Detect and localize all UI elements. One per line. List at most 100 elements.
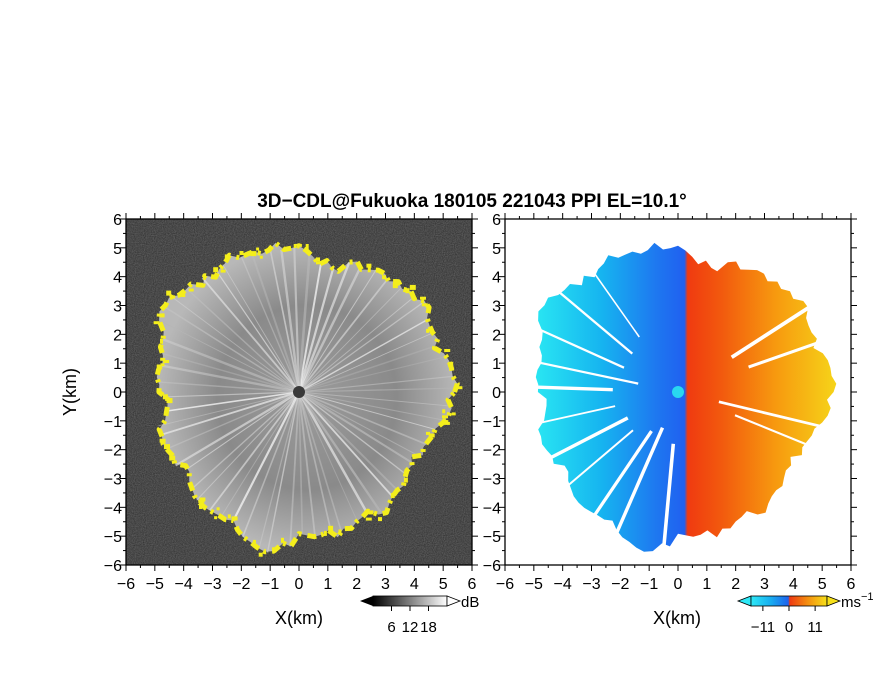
reflectivity-ray <box>298 356 445 393</box>
colorbar-unit-ms: ms−1 <box>841 591 874 611</box>
echo-speckle <box>448 361 454 367</box>
figure-title: 3D−CDL@Fukuoka 180105 221043 PPI EL=10.1… <box>257 191 687 212</box>
missing-data-ray <box>526 385 613 392</box>
echo-speckle <box>444 349 451 352</box>
reflectivity-ray <box>297 261 351 393</box>
echo-speckle <box>166 290 172 296</box>
x-tick-label: 0 <box>295 576 304 593</box>
reflectivity-ray <box>266 391 300 553</box>
y-tick-label: 4 <box>113 270 122 287</box>
reflectivity-ray <box>240 256 300 393</box>
x-tick-label: −5 <box>146 576 164 593</box>
x-tick-label: −6 <box>117 576 135 593</box>
echo-speckle <box>189 485 194 490</box>
x-tick-label: −1 <box>640 576 658 593</box>
reflectivity-ray <box>258 391 300 549</box>
x-tick-label: 1 <box>702 576 711 593</box>
echo-speckle <box>203 276 206 280</box>
reflectivity-ray <box>293 247 301 393</box>
colorbar-tick-label: 18 <box>420 619 437 636</box>
echo-edge-ring <box>154 240 460 555</box>
reflectivity-ray <box>241 391 300 538</box>
y-tick-label: −5 <box>483 529 501 546</box>
echo-speckle <box>256 247 260 251</box>
colorbar-tick-label: 6 <box>387 619 395 636</box>
reflectivity-ray <box>298 391 436 430</box>
y-tick-label: 3 <box>113 299 122 316</box>
echo-speckle <box>365 517 372 521</box>
reflectivity-ray <box>298 332 433 393</box>
echo-speckle <box>170 295 176 299</box>
reflectivity-ray <box>167 391 300 398</box>
echo-speckle <box>163 360 170 363</box>
reflectivity-ray <box>298 391 394 498</box>
reflectivity-ray <box>280 249 301 393</box>
reflectivity-ray <box>161 364 300 394</box>
reflectivity-ray <box>165 391 300 412</box>
echo-speckle <box>443 421 450 425</box>
echo-speckle <box>159 313 165 318</box>
x-tick-label: −5 <box>525 576 543 593</box>
x-tick-label: −1 <box>261 576 279 593</box>
y-tick-label: 0 <box>113 385 122 402</box>
echo-speckle <box>426 328 430 333</box>
missing-data-ray <box>730 299 820 359</box>
colorbar-unit-db: dB <box>461 594 479 611</box>
echo-speckle <box>305 244 309 249</box>
x-tick-label: −2 <box>232 576 250 593</box>
x-tick-label: 0 <box>674 576 683 593</box>
echo-speckle <box>188 288 194 292</box>
echo-speckle <box>378 517 382 522</box>
colorbar-tick-label: 12 <box>402 619 419 636</box>
velocity-missing-rays <box>526 266 827 556</box>
reflectivity-ray <box>297 250 312 393</box>
x-tick-label: 4 <box>789 576 798 593</box>
reflectivity-ray <box>298 391 342 530</box>
echo-speckle <box>323 530 327 536</box>
echo-speckle <box>239 251 244 255</box>
y-axis-label: Y(km) <box>60 368 80 416</box>
colorbar-tick-label: 0 <box>785 619 793 636</box>
reflectivity-ray <box>298 268 377 393</box>
echo-speckle <box>281 537 284 543</box>
echo-speckle <box>412 297 417 301</box>
y-tick-label: 2 <box>113 327 122 344</box>
missing-data-ray <box>532 405 616 426</box>
echo-speckle <box>166 398 173 404</box>
echo-speckle <box>159 324 163 328</box>
x-axis-label-right: X(km) <box>653 608 701 628</box>
velocity-colorbar: −11 0 11 ms−1 <box>736 591 874 636</box>
echo-speckle <box>316 261 321 265</box>
echo-speckle <box>442 409 446 414</box>
x-tick-label: 5 <box>818 576 827 593</box>
echo-speckle <box>216 507 220 511</box>
reflectivity-ray <box>298 391 332 531</box>
y-tick-label: 6 <box>113 212 122 229</box>
echo-speckle <box>428 433 435 438</box>
y-tick-label: −4 <box>483 500 501 517</box>
echo-speckle <box>227 514 231 519</box>
x-tick-label: 4 <box>410 576 419 593</box>
reflectivity-ray <box>298 391 304 534</box>
reflectivity-ray <box>232 391 300 522</box>
y-tick-label: −3 <box>104 472 122 489</box>
echo-speckle <box>382 275 387 280</box>
echo-speckle <box>426 431 430 435</box>
echo-speckle <box>457 386 463 390</box>
reflectivity-ray <box>289 391 300 547</box>
x-tick-label: −4 <box>175 576 193 593</box>
reflectivity-ray <box>298 345 435 393</box>
reflectivity-ray <box>162 338 300 394</box>
echo-speckle <box>392 283 398 289</box>
echo-speckle <box>250 251 257 257</box>
reflectivity-ray <box>209 391 300 511</box>
reflectivity-ray <box>298 287 402 393</box>
reflectivity-ray <box>186 288 300 393</box>
reflectivity-ray <box>298 375 453 393</box>
reflectivity-ray <box>186 391 300 470</box>
y-tick-label: 0 <box>492 385 501 402</box>
echo-speckle <box>298 243 302 247</box>
reflectivity-ray <box>166 391 300 450</box>
y-tick-label: 1 <box>492 356 501 373</box>
echo-speckle <box>328 525 334 531</box>
